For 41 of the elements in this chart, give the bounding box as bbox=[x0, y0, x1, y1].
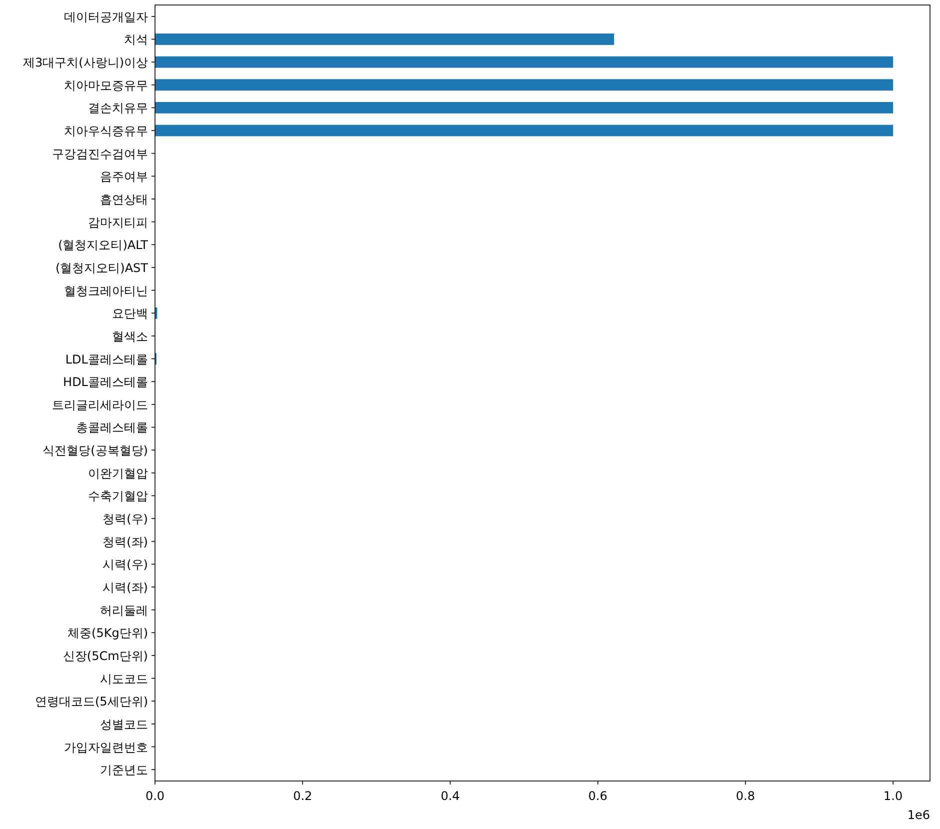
y-tick-label: 수축기혈압 bbox=[88, 489, 148, 504]
y-tick-label: 제3대구치(사랑니)이상 bbox=[23, 56, 148, 70]
y-tick-label: 치아우식증유무 bbox=[64, 124, 148, 138]
x-tick-label: 1.0 bbox=[884, 789, 903, 803]
x-tick-label: 0.4 bbox=[440, 789, 460, 803]
y-tick-label: 식전혈당(공복혈당) bbox=[42, 444, 148, 458]
y-tick-label: 기준년도 bbox=[100, 763, 148, 778]
y-tick-label: 혈색소 bbox=[112, 329, 148, 344]
y-tick-label: 트리글리세라이드 bbox=[52, 398, 148, 412]
y-tick-label: 흡연상태 bbox=[100, 192, 148, 206]
y-tick-label: 결손치유무 bbox=[88, 101, 148, 116]
y-tick-label: 신장(5Cm단위) bbox=[62, 648, 148, 663]
y-tick-label: 체중(5Kg단위) bbox=[68, 626, 148, 640]
y-tick-label: 시력(우) bbox=[102, 558, 148, 572]
y-tick-label: 데이터공개일자 bbox=[64, 10, 148, 24]
y-tick-label: HDL콜레스테롤 bbox=[63, 375, 148, 390]
y-tick-label: 혈청크레아티닌 bbox=[64, 284, 148, 298]
y-tick-label: 음주여부 bbox=[100, 170, 148, 184]
y-tick-label: 이완기혈압 bbox=[88, 466, 148, 480]
y-tick-label: 성별코드 bbox=[100, 717, 148, 732]
y-tick-label: 치석 bbox=[124, 32, 148, 47]
y-tick-label: 요단백 bbox=[112, 306, 148, 321]
y-tick-label: 치아마모증유무 bbox=[64, 78, 148, 92]
y-tick-label: (혈청지오티)ALT bbox=[58, 238, 149, 252]
y-tick-label: 가입자일련번호 bbox=[64, 740, 148, 754]
y-tick-label: LDL콜레스테롤 bbox=[65, 352, 148, 366]
y-tick-label: 구강검진수검여부 bbox=[52, 146, 148, 161]
y-tick-label: 청력(좌) bbox=[102, 534, 148, 549]
y-tick-label: 시도코드 bbox=[100, 672, 148, 686]
y-tick-label: 총콜레스테롤 bbox=[76, 420, 148, 435]
x-tick-label: 0.8 bbox=[736, 789, 756, 803]
y-tick-label: (혈청지오티)AST bbox=[55, 260, 149, 275]
y-tick-label: 연령대코드(5세단위) bbox=[35, 694, 148, 709]
x-tick-label: 0.2 bbox=[293, 789, 312, 803]
y-tick-label: 시력(좌) bbox=[102, 580, 148, 594]
y-tick-label: 청력(우) bbox=[102, 512, 148, 526]
text: 1e6 bbox=[907, 808, 930, 822]
y-tick-label: 허리둘레 bbox=[100, 603, 148, 618]
y-tick-label: 감마지티피 bbox=[88, 215, 148, 230]
x-tick-label: 0.6 bbox=[588, 789, 608, 803]
x-tick-label: 0.0 bbox=[145, 789, 165, 803]
